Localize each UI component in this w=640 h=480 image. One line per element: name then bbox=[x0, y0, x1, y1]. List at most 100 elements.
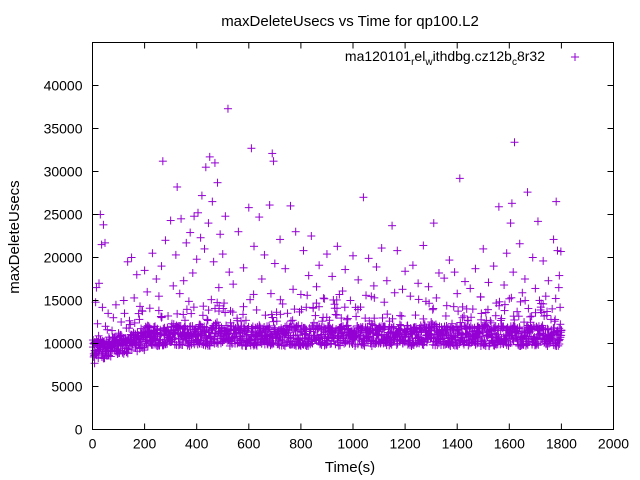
data-point bbox=[522, 339, 531, 348]
data-point bbox=[509, 268, 518, 277]
data-point bbox=[396, 311, 405, 320]
data-point bbox=[216, 230, 225, 239]
data-point bbox=[366, 324, 375, 333]
data-point bbox=[556, 247, 565, 256]
data-point bbox=[341, 338, 350, 347]
data-point bbox=[182, 238, 191, 247]
data-point bbox=[342, 315, 351, 324]
data-point bbox=[556, 333, 565, 342]
data-point bbox=[322, 250, 331, 259]
data-point bbox=[377, 244, 386, 253]
data-point bbox=[109, 313, 118, 322]
data-point bbox=[208, 197, 217, 206]
data-point bbox=[328, 272, 337, 281]
data-point bbox=[204, 306, 213, 315]
data-point bbox=[486, 316, 495, 325]
data-point bbox=[246, 295, 255, 304]
data-point bbox=[270, 323, 279, 332]
data-point bbox=[169, 281, 178, 290]
data-point bbox=[138, 307, 147, 316]
data-point bbox=[272, 317, 281, 326]
data-point bbox=[520, 275, 529, 283]
data-point bbox=[459, 311, 468, 320]
data-point bbox=[556, 320, 565, 329]
data-point bbox=[288, 316, 297, 325]
data-point bbox=[550, 317, 559, 326]
data-point bbox=[93, 319, 102, 328]
data-point bbox=[500, 300, 509, 309]
data-point bbox=[445, 256, 454, 265]
data-point bbox=[225, 268, 234, 277]
data-point bbox=[456, 318, 465, 327]
y-tick-label: 40000 bbox=[44, 78, 83, 94]
data-point bbox=[442, 301, 451, 310]
data-point bbox=[419, 241, 428, 250]
y-tick-label: 10000 bbox=[44, 336, 83, 352]
data-point bbox=[164, 311, 173, 320]
x-tick-label: 400 bbox=[185, 436, 209, 452]
plot-frame bbox=[92, 42, 614, 430]
y-tick-label: 30000 bbox=[44, 164, 83, 180]
data-point bbox=[252, 341, 261, 350]
data-point bbox=[333, 242, 342, 251]
data-point bbox=[429, 304, 438, 313]
data-point bbox=[168, 335, 177, 344]
data-point bbox=[143, 321, 152, 330]
data-point bbox=[484, 278, 493, 287]
data-point bbox=[221, 308, 230, 317]
data-point bbox=[157, 262, 166, 271]
data-point bbox=[557, 326, 566, 335]
data-point bbox=[140, 266, 149, 275]
data-point bbox=[250, 242, 259, 251]
data-point bbox=[425, 299, 434, 308]
data-point bbox=[341, 265, 350, 274]
data-point bbox=[473, 337, 482, 346]
y-tick-label: 5000 bbox=[51, 379, 82, 395]
data-point bbox=[454, 307, 463, 316]
data-point bbox=[369, 281, 378, 290]
data-point bbox=[101, 322, 110, 331]
data-point bbox=[264, 325, 273, 334]
data-point bbox=[239, 263, 248, 272]
data-point bbox=[255, 213, 264, 222]
data-point bbox=[90, 359, 99, 368]
data-point bbox=[312, 282, 321, 291]
data-point bbox=[477, 309, 486, 318]
data-point bbox=[123, 349, 132, 358]
data-point bbox=[337, 314, 346, 323]
data-point bbox=[154, 292, 163, 301]
chart-title: maxDeleteUsecs vs Time for qp100.L2 bbox=[221, 13, 479, 30]
data-point bbox=[140, 343, 149, 352]
data-point bbox=[496, 316, 505, 325]
data-point bbox=[111, 300, 120, 309]
data-point bbox=[286, 201, 295, 210]
data-point bbox=[382, 276, 391, 285]
data-point bbox=[239, 310, 248, 319]
data-point bbox=[466, 284, 475, 293]
data-point bbox=[434, 268, 443, 277]
data-point bbox=[408, 261, 417, 270]
data-point bbox=[361, 314, 370, 323]
data-point bbox=[476, 292, 485, 301]
data-point bbox=[331, 310, 340, 319]
data-point bbox=[513, 307, 522, 316]
data-point bbox=[197, 191, 206, 200]
data-point bbox=[132, 270, 141, 279]
data-point bbox=[106, 352, 115, 361]
data-point bbox=[539, 256, 548, 265]
data-point bbox=[406, 292, 415, 301]
data-point bbox=[108, 326, 117, 335]
data-point bbox=[265, 201, 274, 210]
data-point bbox=[476, 332, 485, 341]
data-point bbox=[143, 287, 152, 296]
data-point bbox=[332, 295, 341, 304]
data-point bbox=[309, 303, 318, 312]
data-point bbox=[322, 340, 331, 349]
data-point bbox=[332, 304, 341, 313]
data-point bbox=[497, 314, 506, 323]
data-point bbox=[527, 312, 536, 321]
data-point bbox=[184, 297, 193, 306]
data-point bbox=[393, 246, 402, 255]
data-point bbox=[407, 329, 416, 338]
